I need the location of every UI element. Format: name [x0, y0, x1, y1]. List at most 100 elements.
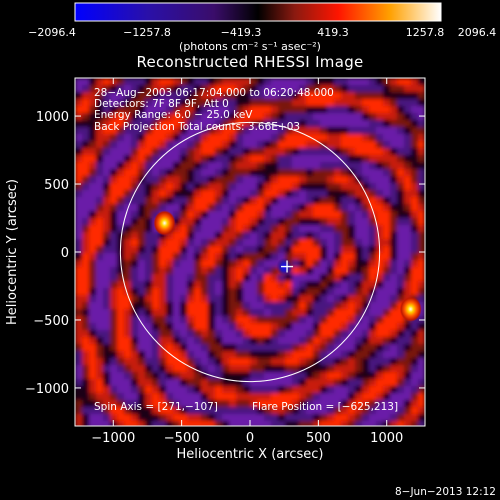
heatmap-cell: [82, 253, 89, 260]
heatmap-cell: [299, 218, 306, 225]
heatmap-cell: [257, 253, 264, 260]
heatmap-cell: [306, 365, 313, 372]
heatmap-cell: [299, 120, 306, 127]
heatmap-cell: [89, 260, 96, 267]
heatmap-cell: [257, 239, 264, 246]
heatmap-cell: [292, 379, 299, 386]
heatmap-cell: [75, 379, 82, 386]
heatmap-cell: [96, 162, 103, 169]
heatmap-cell: [166, 316, 173, 323]
heatmap-cell: [348, 183, 355, 190]
heatmap-cell: [355, 330, 362, 337]
heatmap-cell: [257, 106, 264, 113]
heatmap-cell: [229, 169, 236, 176]
heatmap-cell: [411, 407, 418, 414]
heatmap-cell: [215, 141, 222, 148]
heatmap-cell: [285, 85, 292, 92]
heatmap-cell: [145, 148, 152, 155]
heatmap-cell: [369, 239, 376, 246]
heatmap-cell: [131, 113, 138, 120]
date-stamp: 8−Jun−2013 12:12: [394, 486, 496, 498]
heatmap-cell: [145, 246, 152, 253]
heatmap-cell: [411, 127, 418, 134]
heatmap-cell: [418, 211, 425, 218]
heatmap-cell: [341, 344, 348, 351]
heatmap-cell: [404, 421, 411, 426]
heatmap-cell: [124, 190, 131, 197]
heatmap-cell: [271, 379, 278, 386]
heatmap-cell: [243, 358, 250, 365]
heatmap-cell: [208, 379, 215, 386]
heatmap-cell: [292, 344, 299, 351]
heatmap-cell: [145, 162, 152, 169]
heatmap-cell: [299, 316, 306, 323]
heatmap-cell: [376, 379, 383, 386]
heatmap-cell: [383, 358, 390, 365]
heatmap-cell: [348, 309, 355, 316]
heatmap-cell: [376, 344, 383, 351]
heatmap-cell: [124, 260, 131, 267]
heatmap-cell: [96, 225, 103, 232]
heatmap-cell: [348, 253, 355, 260]
heatmap-cell: [194, 323, 201, 330]
heatmap-cell: [383, 330, 390, 337]
heatmap-cell: [110, 379, 117, 386]
heatmap-cell: [208, 239, 215, 246]
heatmap-cell: [124, 106, 131, 113]
heatmap-cell: [292, 197, 299, 204]
heatmap-cell: [117, 78, 124, 85]
heatmap-cell: [376, 183, 383, 190]
heatmap-cell: [334, 190, 341, 197]
heatmap-cell: [89, 85, 96, 92]
heatmap-cell: [355, 225, 362, 232]
heatmap-cell: [320, 309, 327, 316]
heatmap-cell: [110, 267, 117, 274]
heatmap-cell: [383, 407, 390, 414]
heatmap-cell: [271, 330, 278, 337]
heatmap-cell: [278, 85, 285, 92]
heatmap-cell: [96, 414, 103, 421]
heatmap-cell: [152, 421, 159, 426]
heatmap-cell: [348, 372, 355, 379]
heatmap-cell: [390, 113, 397, 120]
heatmap-cell: [418, 190, 425, 197]
heatmap-cell: [348, 204, 355, 211]
heatmap-cell: [404, 120, 411, 127]
heatmap-cell: [327, 78, 334, 85]
heatmap-cell: [215, 288, 222, 295]
heatmap-cell: [383, 239, 390, 246]
heatmap-cell: [173, 323, 180, 330]
heatmap-cell: [96, 288, 103, 295]
heatmap-cell: [411, 330, 418, 337]
heatmap-cell: [411, 78, 418, 85]
heatmap-cell: [180, 218, 187, 225]
heatmap-cell: [306, 393, 313, 400]
heatmap-cell: [187, 197, 194, 204]
heatmap-cell: [89, 92, 96, 99]
heatmap-cell: [222, 155, 229, 162]
heatmap-cell: [362, 113, 369, 120]
heatmap-cell: [285, 225, 292, 232]
heatmap-cell: [404, 407, 411, 414]
heatmap-cell: [117, 176, 124, 183]
heatmap-cell: [306, 176, 313, 183]
heatmap-cell: [229, 232, 236, 239]
heatmap-cell: [194, 211, 201, 218]
heatmap-cell: [271, 141, 278, 148]
heatmap-cell: [159, 302, 166, 309]
heatmap-cell: [159, 393, 166, 400]
heatmap-cell: [131, 78, 138, 85]
heatmap-cell: [411, 281, 418, 288]
heatmap-cell: [187, 421, 194, 426]
heatmap-cell: [299, 162, 306, 169]
heatmap-cell: [376, 400, 383, 407]
heatmap-cell: [390, 127, 397, 134]
heatmap-cell: [299, 386, 306, 393]
heatmap-cell: [131, 239, 138, 246]
heatmap-cell: [166, 120, 173, 127]
heatmap-cell: [96, 274, 103, 281]
heatmap-cell: [334, 127, 341, 134]
heatmap-cell: [96, 176, 103, 183]
heatmap-cell: [89, 106, 96, 113]
heatmap-cell: [194, 106, 201, 113]
